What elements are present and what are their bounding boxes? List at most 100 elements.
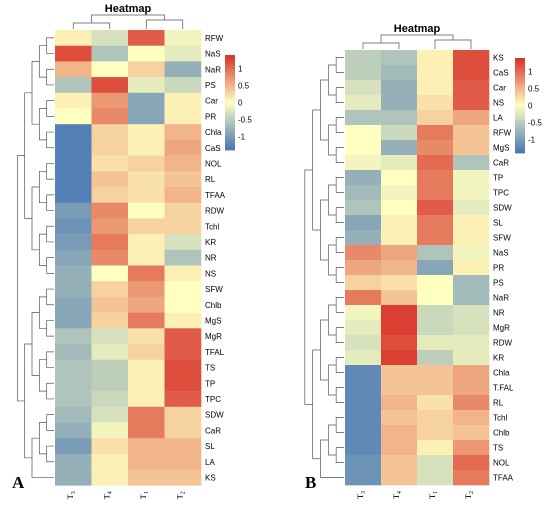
heatmap-cell <box>91 249 129 266</box>
heatmap-cell <box>345 350 382 366</box>
heatmap-cell <box>453 470 490 486</box>
legend-swatch <box>225 69 235 73</box>
legend-swatch <box>225 119 235 122</box>
heatmap-cell <box>164 171 202 188</box>
row-label: SL <box>205 442 215 451</box>
legend-swatch <box>515 119 525 123</box>
heatmap-cell <box>91 171 129 188</box>
heatmap-cell <box>164 77 202 94</box>
legend-swatch <box>225 104 235 108</box>
legend-swatch <box>225 142 235 146</box>
heatmap-cell <box>453 215 490 231</box>
heatmap-cell <box>453 65 490 81</box>
legend-swatch <box>515 126 525 130</box>
dendrogram-branch <box>46 382 54 400</box>
dendrogram-branch <box>38 359 47 392</box>
legend-swatch <box>515 67 525 71</box>
heatmap-cell <box>417 335 454 351</box>
row-label: KS <box>493 54 504 63</box>
legend-swatch <box>515 84 525 87</box>
dendrogram-branch <box>327 244 337 276</box>
heatmap-title: Heatmap <box>394 23 441 35</box>
heatmap-cell <box>453 230 490 246</box>
heatmap-cell <box>55 375 92 392</box>
heatmap-cell <box>91 61 129 78</box>
row-label: RFW <box>493 129 512 138</box>
row-label: LA <box>493 114 503 123</box>
legend-swatch <box>515 129 525 133</box>
heatmap-cell <box>381 65 418 81</box>
dendrogram-branch <box>362 42 400 49</box>
legend-swatch <box>515 138 525 142</box>
heatmap-cell <box>91 265 129 282</box>
heatmap-cell <box>381 320 418 336</box>
column-label: T2 <box>176 491 187 499</box>
heatmap-cell <box>345 95 382 111</box>
row-label: CaS <box>493 69 509 78</box>
row-label: CaR <box>493 159 509 168</box>
legend-swatch <box>515 131 525 135</box>
heatmap-cell <box>164 30 202 46</box>
row-label: Chla <box>205 128 222 137</box>
heatmap-cell <box>417 425 454 441</box>
legend-tick-label: 0 <box>238 99 243 108</box>
dendrogram-branch <box>38 170 47 204</box>
heatmap-cell <box>381 275 418 291</box>
heatmap-cell <box>164 469 202 486</box>
legend-swatch <box>515 81 525 85</box>
heatmap-cell <box>417 200 454 216</box>
heatmap-cell <box>55 234 92 251</box>
legend-swatch <box>225 145 235 149</box>
heatmap-cell <box>453 185 490 201</box>
heatmap-cell <box>164 202 202 219</box>
legend-tick-label: -0.5 <box>238 115 252 124</box>
heatmap-cell <box>91 375 129 392</box>
heatmap-cell <box>128 281 165 298</box>
heatmap-cell <box>381 350 418 366</box>
legend-swatch <box>225 66 235 70</box>
legend-swatch <box>515 96 525 99</box>
heatmap-cell <box>91 281 129 298</box>
heatmap-cell <box>164 265 202 282</box>
dendrogram-branch <box>335 57 344 73</box>
legend-swatch <box>515 143 525 147</box>
heatmap-cell <box>128 328 165 345</box>
dendrogram-branch <box>320 439 344 478</box>
heatmap-cell <box>91 139 129 156</box>
heatmap-cell <box>453 365 490 381</box>
heatmap-cell <box>164 139 202 156</box>
heatmap-cell <box>91 359 129 376</box>
legend-swatch <box>225 121 235 125</box>
legend-swatch <box>515 65 525 68</box>
row-label: KS <box>205 473 216 482</box>
dendrogram-branch <box>46 288 54 306</box>
legend-swatch <box>225 147 235 151</box>
heatmap-cell <box>381 185 418 201</box>
heatmap-cell <box>453 320 490 336</box>
legend-swatch <box>515 79 525 83</box>
heatmap-cell <box>345 290 382 306</box>
row-label: Chlb <box>205 301 222 310</box>
legend-tick-label: 1 <box>528 68 533 77</box>
heatmap-cell <box>91 124 129 141</box>
heatmap-cell <box>453 50 490 66</box>
row-label: Chla <box>493 369 510 378</box>
dendrogram-branch <box>335 177 344 193</box>
heatmap-cell <box>55 438 92 455</box>
dendrogram-branch <box>46 131 54 149</box>
row-label: TFAA <box>493 474 514 483</box>
heatmap-cell <box>381 410 418 426</box>
heatmap-cell <box>381 170 418 186</box>
dendrogram-branch <box>335 207 344 223</box>
row-label: RDW <box>205 207 225 216</box>
dendrogram-branch <box>312 109 321 231</box>
heatmap-cell <box>164 218 202 235</box>
legend-swatch <box>225 93 235 96</box>
heatmap-cell <box>345 425 382 441</box>
heatmap-cell <box>417 290 454 306</box>
legend-swatch <box>515 69 525 73</box>
heatmap-cell <box>164 328 202 345</box>
column-label: T3 <box>66 491 77 499</box>
heatmap-cell <box>91 469 129 486</box>
